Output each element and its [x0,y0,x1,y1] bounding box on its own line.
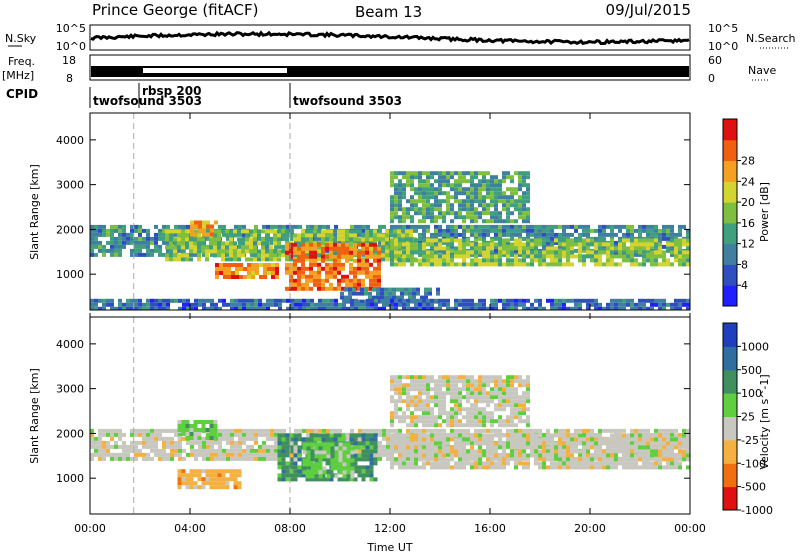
xtick-label-1: 00:00 [74,522,106,535]
power-ytick-3: 3000 [56,179,84,192]
nsky-tick-bottom: 10^0 [56,40,86,53]
velocity-region-6 [302,442,355,479]
power-region-7 [390,171,530,224]
xtick-label-4: 12:00 [374,522,406,535]
xtick-label-3: 08:00 [274,522,306,535]
cpid-segment-1: twofsound 3503 [93,94,202,108]
power-region-9 [90,298,690,310]
power-colorbar-tick-5: 20 [741,196,755,209]
xtick-label-5: 16:00 [474,522,506,535]
xtick-label-2: 04:00 [174,522,206,535]
power-colorbar-tick-7: 28 [741,155,755,168]
velocity-colorbar-tick-4: 25 [741,411,755,424]
freq-tick-bottom: 8 [66,72,73,85]
power-colorbar-swatch-7 [723,160,737,182]
nsearch-tick-top: 10^5 [708,22,738,35]
freq-band-middle-gap [143,68,287,73]
power-colorbar-swatch-5 [723,202,737,224]
velocity-ytick-1: 1000 [56,472,84,485]
time-axis: 00:00 04:00 08:00 12:00 16:00 20:00 00:00 [74,113,706,535]
nave-label: Nave [748,64,776,77]
nsky-trace [90,30,690,46]
velocity-region-7 [390,375,530,428]
velocity-colorbar-swatch-3 [723,439,737,464]
freq-band-left [91,66,140,77]
velocity-colorbar-tick-6: -100 [741,457,766,470]
power-colorbar-swatch-2 [723,264,737,286]
freq-band-right [290,66,689,77]
freq-tick-top: 18 [62,54,76,67]
velocity-colorbar-tick-3: 100 [741,387,762,400]
velocity-region-2 [390,433,690,470]
power-colorbar-swatch-6 [723,181,737,203]
station-title: Prince George (fitACF) [92,1,258,19]
velocity-colorbar-swatch-2 [723,463,737,488]
velocity-ytick-2: 2000 [56,427,84,440]
velocity-colorbar-tick-8: -1000 [741,504,773,517]
power-region-4 [215,263,279,279]
velocity-ytick-3: 3000 [56,383,84,396]
power-colorbar-tick-2: 8 [741,258,748,271]
velocity-ytick-4: 4000 [56,338,84,351]
time-axis-label: Time UT [366,541,412,554]
nsky-panel: N.Sky 10^5 10^0 10^5 10^0 N.Search [5,22,796,53]
nave-tick-top: 60 [708,54,722,67]
velocity-colorbar-tick-7: -500 [741,481,766,494]
beam-title: Beam 13 [355,3,422,21]
xtick-label-7: 00:00 [674,522,706,535]
power-colorbar-swatch-4 [723,222,737,245]
velocity-colorbar-swatch-5 [723,393,737,417]
cpid-segment-3: twofsound 3503 [293,94,402,108]
velocity-colorbar-label: Velocity [m s^-1] [758,374,771,469]
velocity-colorbar-tick-5: -25 [741,434,759,447]
power-colorbar-swatch-8 [723,139,737,162]
xtick-label-6: 20:00 [574,522,606,535]
cpid-label: CPID [6,87,38,101]
date-title: 09/Jul/2015 [606,1,691,19]
velocity-colorbar-swatch-4 [723,416,737,441]
velocity-colorbar-swatch-8 [723,323,737,347]
power-ytick-4: 4000 [56,134,84,147]
power-colorbar-swatch-9 [723,119,737,141]
nave-tick-bottom: 0 [708,72,715,85]
velocity-region-3 [177,420,218,440]
power-region-5 [285,242,381,291]
velocity-colorbar-tick-2: 500 [741,364,762,377]
nsky-label: N.Sky [5,32,37,45]
power-ytick-2: 2000 [56,223,84,236]
power-colorbar-tick-1: 4 [741,279,748,292]
power-colorbar-tick-4: 16 [741,217,755,230]
nsearch-label: N.Search [746,32,796,45]
cpid-row: CPID twofsound 3503 rbsp 200 twofsound 3… [6,83,402,108]
velocity-colorbar-swatch-7 [723,346,737,371]
velocity-panel: 1000 2000 3000 4000 Slant Range [km] 1000 50… [28,316,773,517]
freq-label-top: Freq. [8,55,35,68]
freq-label-unit: [MHz] [2,69,34,82]
power-region-8 [390,238,690,267]
velocity-ylabel: Slant Range [km] [28,368,41,464]
nsky-tick-top: 10^5 [56,22,86,35]
velocity-region-4 [177,469,242,490]
power-colorbar-label: Power [dB] [758,182,771,242]
power-colorbar-swatch-3 [723,243,737,265]
power-ylabel: Slant Range [km] [28,164,41,260]
power-region-3 [190,220,218,237]
velocity-colorbar-swatch-1 [723,486,737,511]
power-colorbar-swatch-1 [723,285,737,307]
power-colorbar-tick-3: 12 [741,238,755,251]
velocity-colorbar-swatch-6 [723,369,737,394]
power-panel: 1000 2000 3000 4000 Slant Range [km] 4 8 12 16… [28,112,771,311]
power-colorbar-tick-6: 24 [741,175,755,188]
freq-panel: Freq. [MHz] 18 8 60 0 Nave [2,54,776,85]
power-ytick-1: 1000 [56,268,84,281]
velocity-colorbar-tick-1: 1000 [741,340,769,353]
cpid-segment-2: rbsp 200 [142,84,201,98]
nsearch-tick-bottom: 10^0 [708,40,738,53]
